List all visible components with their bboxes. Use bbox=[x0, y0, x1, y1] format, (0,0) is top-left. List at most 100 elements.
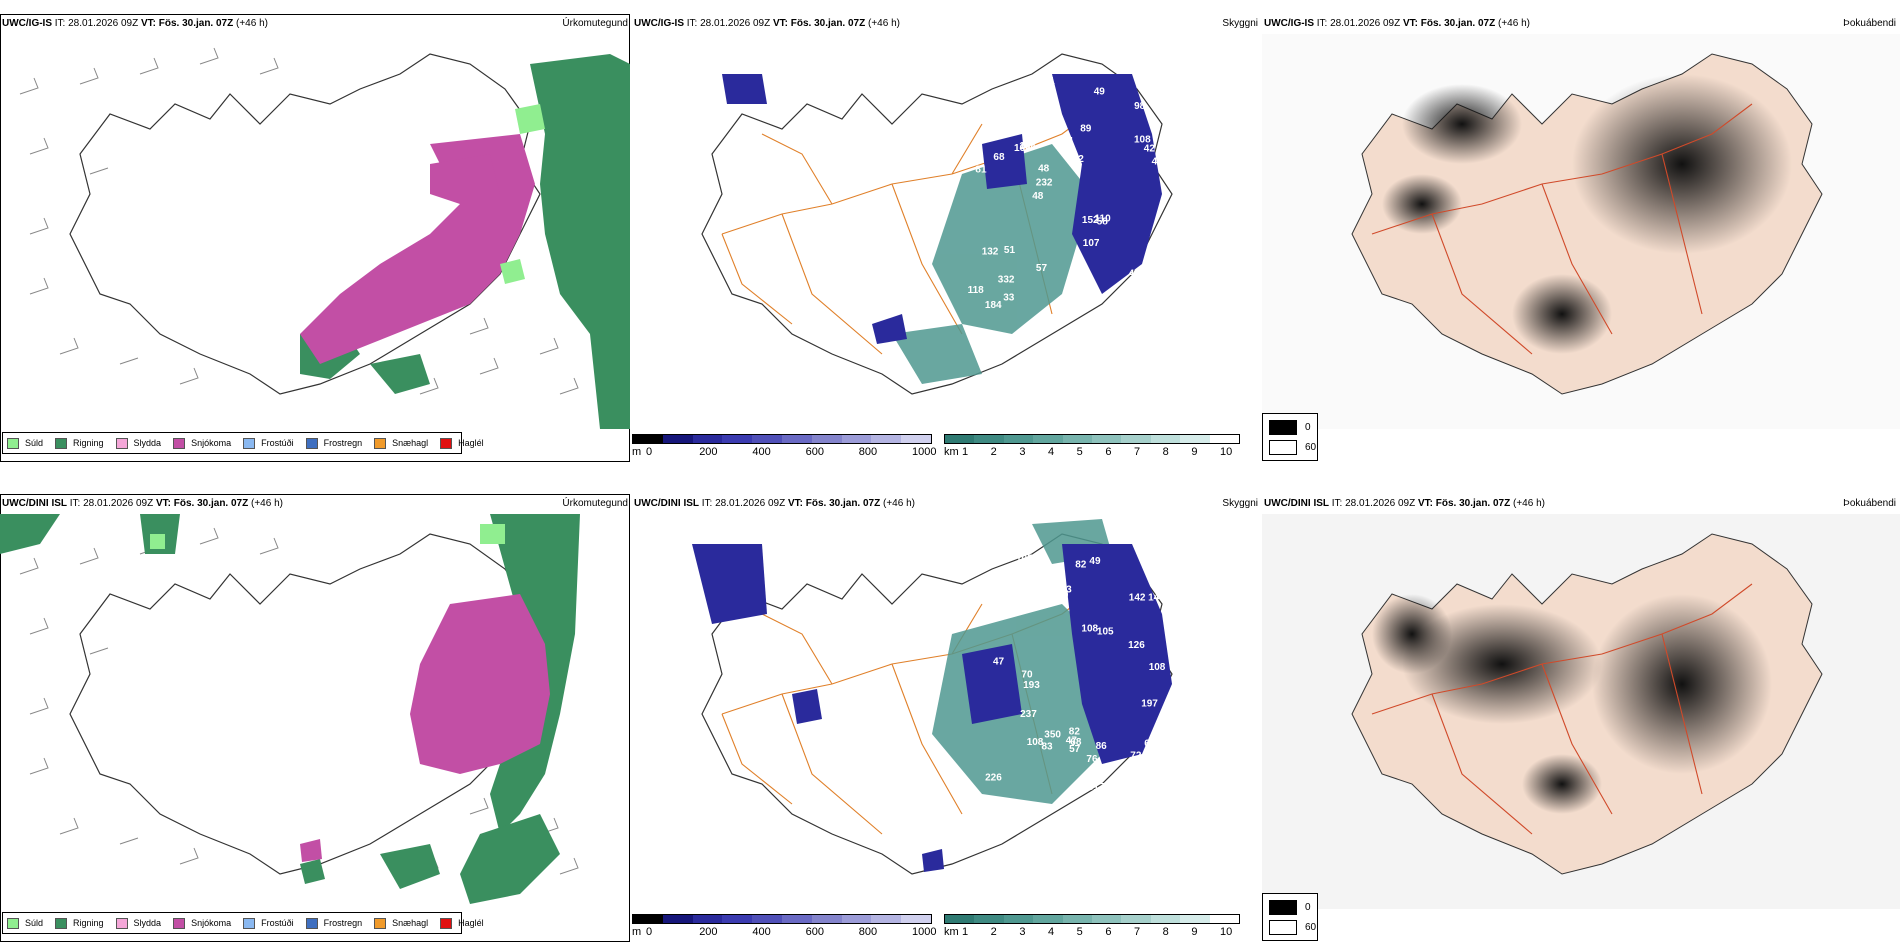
cloud-base-label: 81 bbox=[975, 165, 987, 176]
cloud-base-label: 69 bbox=[1144, 739, 1156, 750]
cloud-base-label: 51 bbox=[1004, 245, 1016, 256]
colorbar-tick: 9 bbox=[1191, 446, 1198, 458]
legend-item: Frostregn bbox=[305, 917, 363, 929]
cloud-base-label: 105 bbox=[1016, 554, 1033, 565]
fog-legend: 0 60 bbox=[1262, 893, 1318, 941]
cloud-base-label: 86 bbox=[1096, 741, 1108, 752]
legend-label: Snjókoma bbox=[191, 438, 232, 448]
legend-item: Slydda bbox=[115, 917, 161, 929]
panel-header: UWC/DINI ISL IT: 28.01.2026 09Z VT: Fös.… bbox=[1264, 498, 1545, 509]
cloud-base-label: 166 bbox=[1014, 143, 1031, 154]
colorbar-segment bbox=[1062, 915, 1093, 923]
colorbar-tick: 8 bbox=[1162, 926, 1169, 938]
colorbar-segment bbox=[1209, 435, 1240, 443]
panel-header: UWC/IG-IS IT: 28.01.2026 09Z VT: Fös. 30… bbox=[634, 18, 900, 29]
cloud-base-label: 216 bbox=[1037, 112, 1054, 123]
legend-label: Frostregn bbox=[323, 918, 363, 928]
panel-header: UWC/IG-IS IT: 28.01.2026 09Z VT: Fös. 30… bbox=[2, 18, 268, 29]
legend-swatch bbox=[7, 437, 19, 449]
fog-black-swatch bbox=[1269, 420, 1297, 435]
cloud-base-label: 68 bbox=[1070, 737, 1082, 748]
colorbar-unit: km bbox=[944, 446, 959, 458]
fog-black-value: 0 bbox=[1305, 422, 1311, 433]
legend-item: Snæhagl bbox=[374, 917, 428, 929]
cloud-base-label: 108 bbox=[1081, 623, 1098, 634]
legend-swatch bbox=[173, 437, 186, 449]
cloud-base-label: 98 bbox=[1134, 101, 1146, 112]
cloud-base-label: 48 bbox=[1038, 163, 1050, 174]
precip-type-panel: UWC/IG-IS IT: 28.01.2026 09Z VT: Fös. 30… bbox=[0, 0, 632, 470]
legend-swatch bbox=[374, 437, 387, 449]
legend-item: Rigning bbox=[55, 437, 104, 449]
cloud-base-label: 72 bbox=[1130, 750, 1142, 761]
fog-white-swatch bbox=[1269, 440, 1297, 455]
colorbar-tick: 600 bbox=[805, 446, 824, 458]
cloud-base-label: 108 bbox=[1027, 737, 1044, 748]
colorbar-tick: 2 bbox=[990, 446, 997, 458]
cloud-base-label: 140 bbox=[1148, 592, 1165, 603]
cloud-base-label: 350 bbox=[1044, 730, 1061, 741]
cloud-base-label: 197 bbox=[1141, 699, 1158, 710]
legend-swatch bbox=[55, 437, 68, 449]
panel-title: Úrkomutegund bbox=[562, 498, 628, 509]
cloud-map: 101 81 98 48 89 184 216 204 132 108 118 332 156 102 58… bbox=[701, 53, 1173, 395]
cloud-base-field bbox=[692, 544, 1172, 872]
colorbar-segment bbox=[1180, 435, 1210, 443]
colorbar-segment bbox=[662, 915, 693, 923]
colorbar-unit: m bbox=[632, 926, 642, 938]
colorbar-segment bbox=[692, 915, 723, 923]
legend-label: Slydda bbox=[133, 438, 162, 448]
iceland-outline bbox=[69, 53, 541, 395]
fog-indicator-panel: UWC/DINI ISL IT: 28.01.2026 09Z VT: Fös.… bbox=[1262, 480, 1900, 950]
legend-swatch bbox=[305, 917, 318, 929]
cloud-base-label: 49 bbox=[1089, 556, 1101, 567]
legend-swatch bbox=[243, 437, 256, 449]
legend-item: Frostúði bbox=[243, 917, 294, 929]
legend-swatch bbox=[115, 917, 128, 929]
precip-legend: Súld Rigning Slydda Snjókoma Frostúði Frostre… bbox=[2, 432, 484, 454]
cloud-base-colorbar bbox=[632, 434, 932, 444]
colorbar-segment bbox=[1121, 915, 1151, 923]
colorbar-segment bbox=[662, 435, 693, 443]
cloud-base-label: 204 bbox=[1056, 136, 1073, 147]
cloud-base-label: 108 bbox=[1019, 141, 1036, 152]
colorbar-tick: 10 bbox=[1220, 926, 1233, 938]
colorbar-segment bbox=[633, 435, 663, 443]
forecast-row-top: UWC/IG-IS IT: 28.01.2026 09Z VT: Fös. 30… bbox=[0, 0, 1900, 470]
colorbar-segment bbox=[781, 915, 812, 923]
cloud-base-labels: 101 81 98 48 89 184 216 204 132 108 118 332 156 102 58… bbox=[968, 76, 1164, 321]
colorbar-segment bbox=[841, 915, 872, 923]
legend-item: Snjókoma bbox=[173, 917, 231, 929]
cloud-visibility-panel: UWC/IG-IS IT: 28.01.2026 09Z VT: Fös. 30… bbox=[632, 0, 1262, 470]
legend-label: Rigning bbox=[73, 438, 104, 448]
cloud-visibility-panel: UWC/DINI ISL IT: 28.01.2026 09Z VT: Fös.… bbox=[632, 480, 1262, 950]
fog-white-swatch bbox=[1269, 920, 1297, 935]
cloud-base-label: 48 bbox=[1032, 191, 1044, 202]
colorbar-tick: 400 bbox=[752, 926, 771, 938]
colorbar-segment bbox=[1180, 915, 1210, 923]
precip-drizzle bbox=[500, 104, 545, 284]
colorbar-tick: 5 bbox=[1076, 926, 1083, 938]
colorbar-segment bbox=[1209, 915, 1240, 923]
colorbar-segment bbox=[1150, 435, 1181, 443]
colorbar-segment bbox=[811, 435, 842, 443]
legend-swatch bbox=[7, 917, 19, 929]
cloud-base-label: 45 bbox=[1003, 113, 1015, 124]
legend-label: Haglél bbox=[458, 438, 484, 448]
cloud-base-field bbox=[722, 74, 1162, 344]
cloud-base-label: 108 bbox=[1149, 662, 1166, 673]
colorbar-tick: 1000 bbox=[912, 446, 937, 458]
cloud-base-label: 251 bbox=[978, 110, 995, 121]
colorbar-tick: 600 bbox=[805, 926, 824, 938]
cloud-base-label: 57 bbox=[1069, 744, 1081, 755]
cloud-base-label: 184 bbox=[985, 300, 1002, 311]
legend-item: Súld bbox=[7, 917, 43, 929]
legend-swatch bbox=[55, 917, 68, 929]
cloud-base-colorbar bbox=[632, 914, 932, 924]
colorbar-tick: 1000 bbox=[912, 926, 937, 938]
colorbar-tick: 0 bbox=[646, 446, 653, 458]
colorbar-segment bbox=[1150, 915, 1181, 923]
legend-swatch bbox=[440, 917, 453, 929]
visibility-colorbar bbox=[944, 914, 1240, 924]
cloud-base-label: 110 bbox=[1052, 590, 1069, 601]
